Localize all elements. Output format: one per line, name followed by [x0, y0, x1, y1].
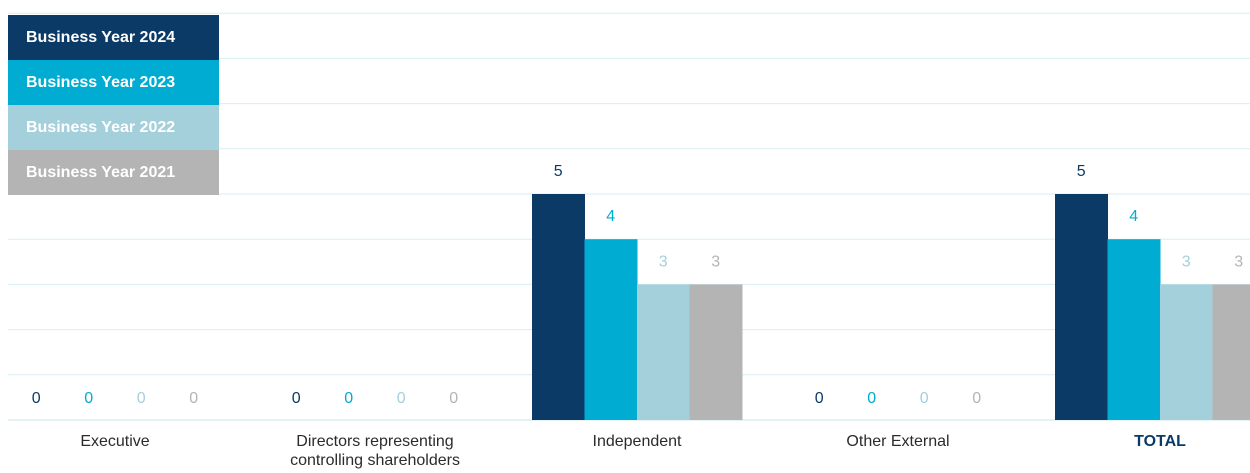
category-label-line: Other External: [846, 433, 950, 450]
data-label: 5: [1077, 163, 1086, 180]
data-label: 0: [815, 390, 824, 407]
legend-item-2021: Business Year 2021: [8, 150, 219, 195]
legend-item-2023: Business Year 2023: [8, 60, 219, 105]
category-label-line: Independent: [592, 433, 682, 450]
data-label: 3: [659, 253, 668, 270]
category-label-0: Executive: [0, 432, 235, 451]
bar-business-year-2021-2: [689, 284, 743, 420]
data-label: 3: [1182, 253, 1191, 270]
data-label: 0: [137, 390, 146, 407]
bar-business-year-2022-4: [1160, 284, 1213, 420]
data-label: 4: [606, 208, 615, 225]
data-label: 0: [972, 390, 981, 407]
category-label-4: TOTAL: [1040, 432, 1250, 451]
category-label-line: TOTAL: [1134, 433, 1186, 450]
bar-business-year-2023-4: [1107, 239, 1161, 420]
data-label: 0: [292, 390, 301, 407]
category-label-line: Directors representing: [296, 433, 454, 450]
bar-business-year-2022-2: [637, 284, 690, 420]
data-label: 3: [1234, 253, 1243, 270]
category-label-line: Executive: [80, 433, 150, 450]
bar-business-year-2021-4: [1212, 284, 1250, 420]
category-label-2: Independent: [517, 432, 757, 451]
category-label-line: controlling shareholders: [290, 452, 460, 469]
bars: [532, 194, 1250, 420]
bar-business-year-2024-4: [1055, 194, 1108, 420]
category-label-1: Directors representing controlling shareh…: [255, 432, 495, 470]
data-label: 0: [344, 390, 353, 407]
data-label: 0: [189, 390, 198, 407]
legend-item-2022: Business Year 2022: [8, 105, 219, 150]
data-labels: 0 0 0 0 0 0 0 0 5 4 3 3 0 0 0 0 5 4 3 3: [32, 163, 1244, 407]
legend: Business Year 2024 Business Year 2023 Bu…: [8, 15, 219, 195]
data-label: 4: [1129, 208, 1138, 225]
data-label: 0: [84, 390, 93, 407]
bar-business-year-2023-2: [584, 239, 638, 420]
data-label: 0: [920, 390, 929, 407]
legend-item-2024: Business Year 2024: [8, 15, 219, 60]
data-label: 0: [449, 390, 458, 407]
data-label: 0: [867, 390, 876, 407]
data-label: 0: [32, 390, 41, 407]
data-label: 3: [711, 253, 720, 270]
data-label: 5: [554, 163, 563, 180]
data-label: 0: [397, 390, 406, 407]
category-label-3: Other External: [778, 432, 1018, 451]
bar-business-year-2024-2: [532, 194, 585, 420]
